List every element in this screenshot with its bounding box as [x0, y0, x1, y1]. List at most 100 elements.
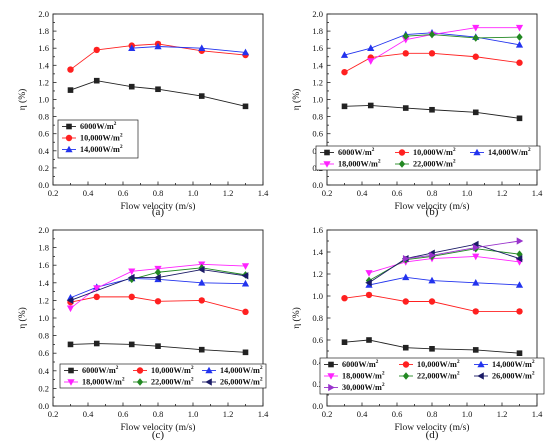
chart-panel-1: 0.2 0.4 0.6 0.8 1.0 1.2 1.40.00.20.40.60.81.01… [17, 9, 269, 218]
x-axis-label: Flow velocity (m/s) [395, 201, 470, 212]
data-point [93, 293, 100, 301]
x-tick-label: 0.4 [83, 409, 94, 419]
chart-panel-3: 0.2 0.4 0.6 0.8 1.0 1.2 1.40.00.20.40.60.81.01… [17, 225, 269, 441]
y-tick-label: 0.0 [312, 180, 323, 190]
series-line [344, 105, 520, 119]
x-tick-label: 1.4 [532, 188, 543, 198]
data-point [242, 349, 249, 356]
x-tick-label: 1.2 [223, 409, 234, 419]
data-point [67, 87, 74, 93]
data-point [154, 273, 161, 282]
series-line [70, 343, 246, 353]
data-point [241, 48, 250, 56]
y-tick-label: 0.6 [312, 335, 323, 345]
y-tick-label: 0.8 [312, 313, 323, 323]
y-tick-label: 0.0 [38, 401, 49, 411]
data-point [516, 308, 523, 315]
y-tick-label: 1.4 [38, 278, 49, 288]
y-tick-label: 1.2 [38, 77, 49, 87]
legend-label: 14,000W/m2 [80, 144, 123, 154]
y-tick-label: 1.0 [38, 95, 49, 105]
x-axis-label: Flow velocity (m/s) [395, 422, 470, 433]
data-point [516, 350, 523, 356]
legend-marker [477, 372, 484, 380]
legend-marker [68, 367, 74, 374]
y-tick-label: 1.2 [312, 269, 323, 279]
legend-box [319, 357, 545, 395]
x-tick-label: 0.2 [322, 409, 333, 419]
data-point [341, 295, 348, 302]
data-point [472, 279, 480, 286]
data-point [365, 279, 372, 287]
legend-box [315, 145, 541, 171]
x-tick-label: 0.8 [153, 188, 164, 198]
data-point [402, 36, 410, 44]
y-tick-label: 2.0 [38, 225, 49, 235]
y-tick-label: 2.0 [312, 9, 323, 19]
legend-label: 22,000W/m2 [151, 377, 194, 387]
data-point [516, 59, 523, 66]
legend-label: 18,000W/m2 [338, 159, 381, 169]
y-tick-label: 1.6 [312, 225, 323, 235]
y-tick-label: 0.2 [312, 379, 323, 389]
y-tick-label: 0.0 [38, 180, 49, 190]
series-line [70, 80, 246, 107]
legend-marker [328, 361, 334, 368]
y-axis-label: η (%) [291, 307, 302, 329]
data-point [128, 293, 135, 301]
data-point [154, 268, 162, 277]
series-line [131, 46, 246, 53]
y-tick-label: 1.2 [312, 77, 323, 87]
legend-marker [205, 378, 212, 386]
y-tick-label: 1.8 [38, 243, 49, 253]
data-point [127, 273, 135, 282]
legend-label: 10,000W/m2 [417, 359, 460, 369]
data-point [93, 285, 101, 292]
series-line [70, 296, 246, 313]
data-point [428, 298, 436, 305]
data-point [155, 343, 161, 349]
chart-panel-2: 0.20.40.60.81.01.21.40.00.20.40.60.81.01… [291, 9, 543, 218]
data-point [402, 273, 410, 281]
series-2 [67, 293, 249, 316]
x-tick-label: 1.2 [497, 409, 508, 419]
series-4 [365, 253, 524, 277]
series-line [344, 32, 520, 56]
series-line [70, 43, 246, 70]
legend-label: 22,000W/m2 [417, 371, 460, 381]
series-line [131, 267, 246, 280]
data-point [516, 115, 523, 122]
data-point [67, 341, 74, 348]
data-point [472, 244, 480, 252]
legend-marker [67, 379, 75, 386]
y-tick-label: 2.0 [38, 9, 49, 19]
legend-label: 14,000W/m2 [488, 147, 531, 157]
legend-marker [477, 360, 485, 368]
series-5 [402, 30, 523, 42]
y-tick-label: 0.8 [312, 112, 323, 122]
data-point [242, 308, 249, 316]
data-point [428, 50, 436, 57]
chart-panel-4: 0.2 0.4 0.6 0.8 1.0 1.2 1.40.00.20.40.60.81.01… [291, 225, 545, 441]
panel-label: (d) [426, 429, 439, 441]
legend-label: 6000W/m2 [338, 147, 375, 157]
y-axis-label: η (%) [291, 89, 302, 111]
y-tick-label: 1.8 [312, 26, 323, 36]
legend-marker [473, 148, 481, 156]
data-point [341, 339, 348, 345]
y-tick-label: 0.2 [38, 383, 49, 393]
series-2 [341, 50, 523, 76]
y-tick-label: 1.2 [38, 295, 49, 305]
data-point [340, 51, 349, 58]
legend-marker [136, 378, 144, 386]
data-point [472, 109, 479, 116]
data-point [472, 53, 479, 60]
series-2 [341, 291, 523, 315]
data-point [154, 298, 162, 305]
series-1 [341, 337, 523, 356]
legend-marker [402, 361, 410, 368]
data-point [128, 83, 135, 90]
legend-label: 10,000W/m2 [80, 133, 123, 143]
